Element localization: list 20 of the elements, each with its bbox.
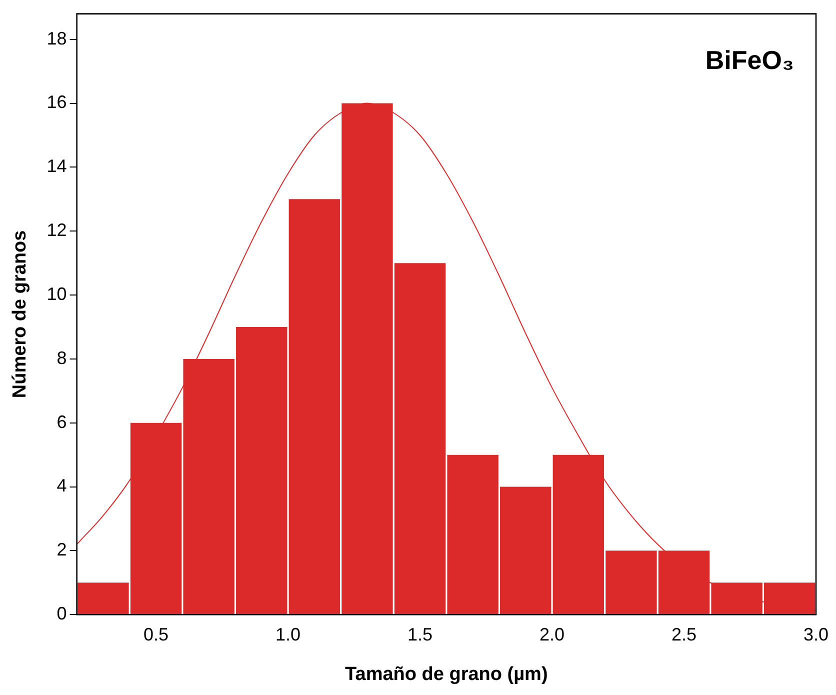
x-tick-label: 1.5 — [407, 624, 433, 644]
line-series — [76, 102, 816, 611]
y-tick-label: 10 — [46, 284, 67, 304]
y-tick-label: 2 — [56, 540, 67, 560]
y-axis-title: Número de granos — [10, 230, 31, 398]
y-tick-label: 12 — [46, 220, 67, 240]
x-axis-title: Tamaño de grano (µm) — [345, 664, 548, 685]
y-tick-label: 14 — [46, 156, 67, 176]
y-tick-label: 4 — [56, 476, 67, 496]
x-tick-label: 2.0 — [539, 624, 565, 644]
y-tick-label: 16 — [46, 92, 67, 112]
annotation: BiFeO₃ — [705, 44, 794, 75]
y-tick-label: 6 — [56, 412, 67, 432]
x-tick-label: 1.0 — [276, 624, 301, 644]
y-tick-label: 8 — [56, 348, 67, 368]
x-tick-label: 2.5 — [671, 624, 697, 644]
x-tick-label: 0.5 — [144, 624, 169, 644]
y-tick-label: 0 — [56, 604, 67, 624]
y-tick-label: 18 — [46, 28, 67, 48]
x-tick-label: 3.0 — [803, 624, 829, 644]
